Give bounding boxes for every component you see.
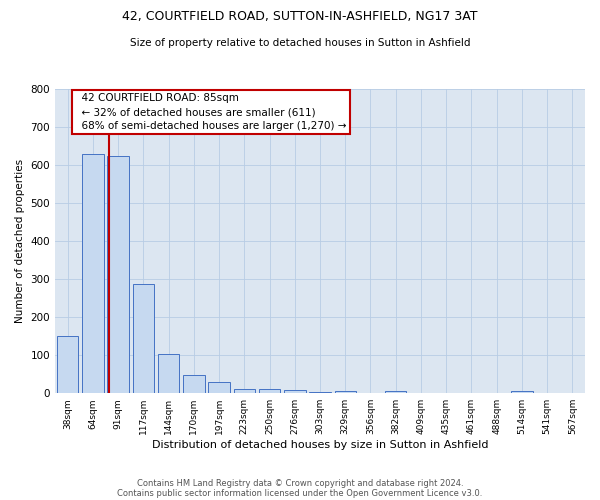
Text: 42, COURTFIELD ROAD, SUTTON-IN-ASHFIELD, NG17 3AT: 42, COURTFIELD ROAD, SUTTON-IN-ASHFIELD,… bbox=[122, 10, 478, 23]
Text: Contains public sector information licensed under the Open Government Licence v3: Contains public sector information licen… bbox=[118, 488, 482, 498]
Text: Contains HM Land Registry data © Crown copyright and database right 2024.: Contains HM Land Registry data © Crown c… bbox=[137, 478, 463, 488]
Bar bbox=[335, 391, 356, 393]
Text: Size of property relative to detached houses in Sutton in Ashfield: Size of property relative to detached ho… bbox=[130, 38, 470, 48]
Bar bbox=[183, 376, 205, 393]
Text: 42 COURTFIELD ROAD: 85sqm
  ← 32% of detached houses are smaller (611)
  68% of : 42 COURTFIELD ROAD: 85sqm ← 32% of detac… bbox=[75, 94, 347, 132]
Bar bbox=[233, 389, 255, 393]
Bar bbox=[82, 154, 104, 393]
Bar bbox=[208, 382, 230, 393]
Bar bbox=[309, 392, 331, 393]
Bar bbox=[57, 336, 79, 393]
Bar bbox=[259, 389, 280, 393]
Bar bbox=[284, 390, 305, 393]
X-axis label: Distribution of detached houses by size in Sutton in Ashfield: Distribution of detached houses by size … bbox=[152, 440, 488, 450]
Bar bbox=[133, 284, 154, 393]
Bar bbox=[158, 354, 179, 393]
Y-axis label: Number of detached properties: Number of detached properties bbox=[15, 160, 25, 324]
Bar bbox=[385, 390, 406, 393]
Bar bbox=[107, 156, 129, 393]
Bar bbox=[511, 390, 533, 393]
